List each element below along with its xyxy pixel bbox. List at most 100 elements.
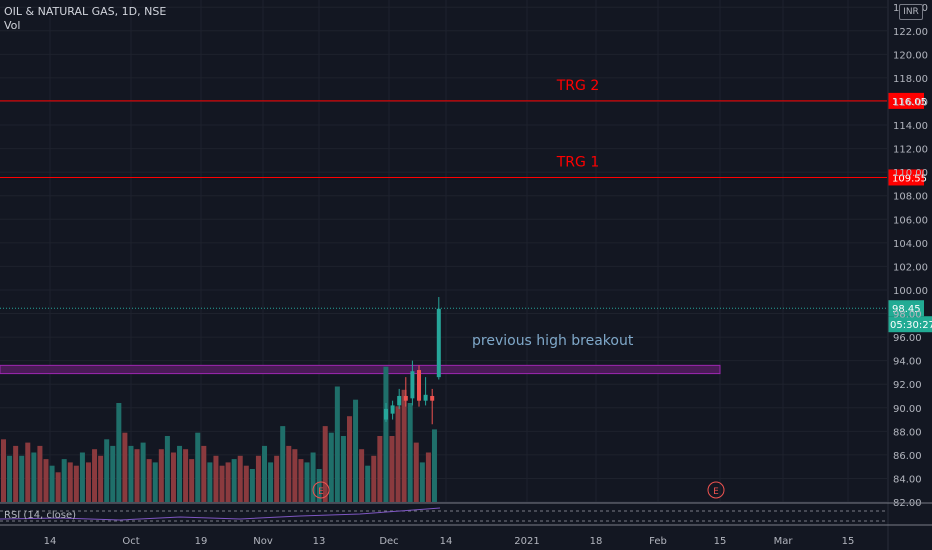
volume-bar — [61, 459, 67, 502]
x-tick-label: Nov — [253, 536, 273, 547]
y-tick-label: 98.00 — [893, 310, 922, 321]
volume-bar — [55, 472, 61, 502]
candle-body — [417, 370, 421, 401]
target-levels: 116.05 109.55 98.45 05:30:27 — [0, 92, 932, 333]
volume-bar — [110, 445, 116, 502]
x-tick-label: 19 — [195, 536, 208, 547]
x-tick-label: Feb — [649, 536, 667, 547]
volume-bar — [140, 442, 146, 502]
y-tick-label: 86.00 — [893, 451, 922, 462]
volume-bar — [243, 465, 249, 502]
y-tick-label: 88.00 — [893, 427, 922, 438]
volume-bar — [37, 445, 43, 502]
volume-bar — [158, 449, 164, 502]
y-tick-label: 92.00 — [893, 380, 922, 391]
y-tick-label: 106.00 — [893, 215, 928, 226]
volume-bar — [316, 469, 322, 502]
x-tick-label: 2021 — [514, 536, 539, 547]
volume-bar — [92, 449, 98, 502]
y-tick-label: 122.00 — [893, 27, 928, 38]
last-price-label: 98.45 — [892, 304, 921, 315]
trg1-text: TRG 1 — [556, 154, 600, 170]
candle-body — [423, 394, 428, 401]
y-tick-label: 100.00 — [893, 286, 928, 297]
y-tick-label: 120.00 — [893, 50, 928, 61]
x-tick-label: Dec — [379, 536, 398, 547]
volume-bar — [237, 455, 243, 502]
volume-bar — [31, 452, 37, 502]
breakout-text: previous high breakout — [472, 333, 634, 349]
volume-bar — [304, 462, 310, 502]
volume-bar — [365, 465, 371, 502]
y-tick-label: 94.00 — [893, 357, 922, 368]
volume-bar — [146, 459, 152, 502]
resistance-zone — [0, 364, 721, 375]
volume-bar — [1, 439, 6, 502]
volume-bar — [425, 452, 431, 502]
volume-bar — [43, 459, 49, 502]
x-tick-label: 15 — [714, 536, 727, 547]
trg1-price-label: 109.55 — [892, 173, 927, 184]
candle-body — [430, 395, 435, 401]
volume-bar — [298, 459, 304, 502]
earnings-icon — [312, 481, 330, 499]
y-tick-label: 90.00 — [893, 404, 922, 415]
volume-bar — [231, 459, 237, 502]
annotations: TRG 2 TRG 1 previous high breakout E E — [312, 78, 725, 499]
volume-bar — [389, 436, 395, 502]
volume-bar — [310, 452, 316, 502]
volume-bar — [177, 445, 183, 502]
y-tick-label: 112.00 — [893, 145, 928, 156]
breakout-zone — [0, 364, 721, 375]
volume-bar — [274, 455, 280, 502]
y-tick-label: 118.00 — [893, 74, 928, 85]
volume-bar — [7, 455, 13, 502]
volume-bar — [346, 416, 352, 502]
y-tick-label: 84.00 — [893, 474, 922, 485]
volume-bar — [340, 436, 346, 502]
earnings-marker-label: E — [318, 487, 324, 497]
volume-bar — [219, 465, 225, 502]
volume-bar — [413, 442, 419, 502]
trg2-text: TRG 2 — [556, 78, 600, 94]
volume-bar — [286, 445, 292, 502]
volume-bar — [353, 399, 359, 502]
currency-badge[interactable]: INR — [899, 4, 923, 20]
candle-body — [397, 395, 402, 406]
volume-bar — [225, 462, 231, 502]
volume-bar — [49, 465, 55, 502]
volume-bar — [359, 449, 365, 502]
candle-body — [436, 308, 441, 378]
volume-bar — [268, 462, 274, 502]
symbol-title: OIL & NATURAL GAS, 1D, NSE — [4, 5, 167, 18]
x-tick-label: 13 — [313, 536, 326, 547]
y-tick-label: 102.00 — [893, 262, 928, 273]
volume-bar — [322, 426, 328, 502]
rsi-label: RSI (14, close) — [4, 510, 77, 521]
last-price-tag — [888, 300, 924, 317]
volume-bar — [79, 452, 85, 502]
price-tag — [888, 92, 924, 109]
volume-bar — [152, 462, 158, 502]
rsi-pane — [0, 507, 887, 522]
volume-bar — [19, 455, 25, 502]
volume-bar — [116, 403, 122, 502]
volume-bar — [201, 445, 207, 502]
volume-bar — [98, 455, 104, 502]
volume-bar — [134, 449, 140, 502]
countdown-tag — [888, 316, 932, 333]
volume-bar — [377, 436, 383, 502]
chart-header: OIL & NATURAL GAS, 1D, NSE Vol — [4, 5, 166, 33]
volume-bar — [292, 449, 298, 502]
y-tick-label: 114.00 — [893, 121, 928, 132]
candles — [384, 297, 441, 425]
volume-bar — [371, 455, 377, 502]
volume-bar — [128, 445, 134, 502]
volume-label: Vol — [4, 19, 21, 32]
x-tick-label: 18 — [590, 536, 603, 547]
volume-bar — [262, 445, 268, 502]
volume-bar — [249, 469, 255, 502]
volume-bar — [25, 442, 31, 502]
